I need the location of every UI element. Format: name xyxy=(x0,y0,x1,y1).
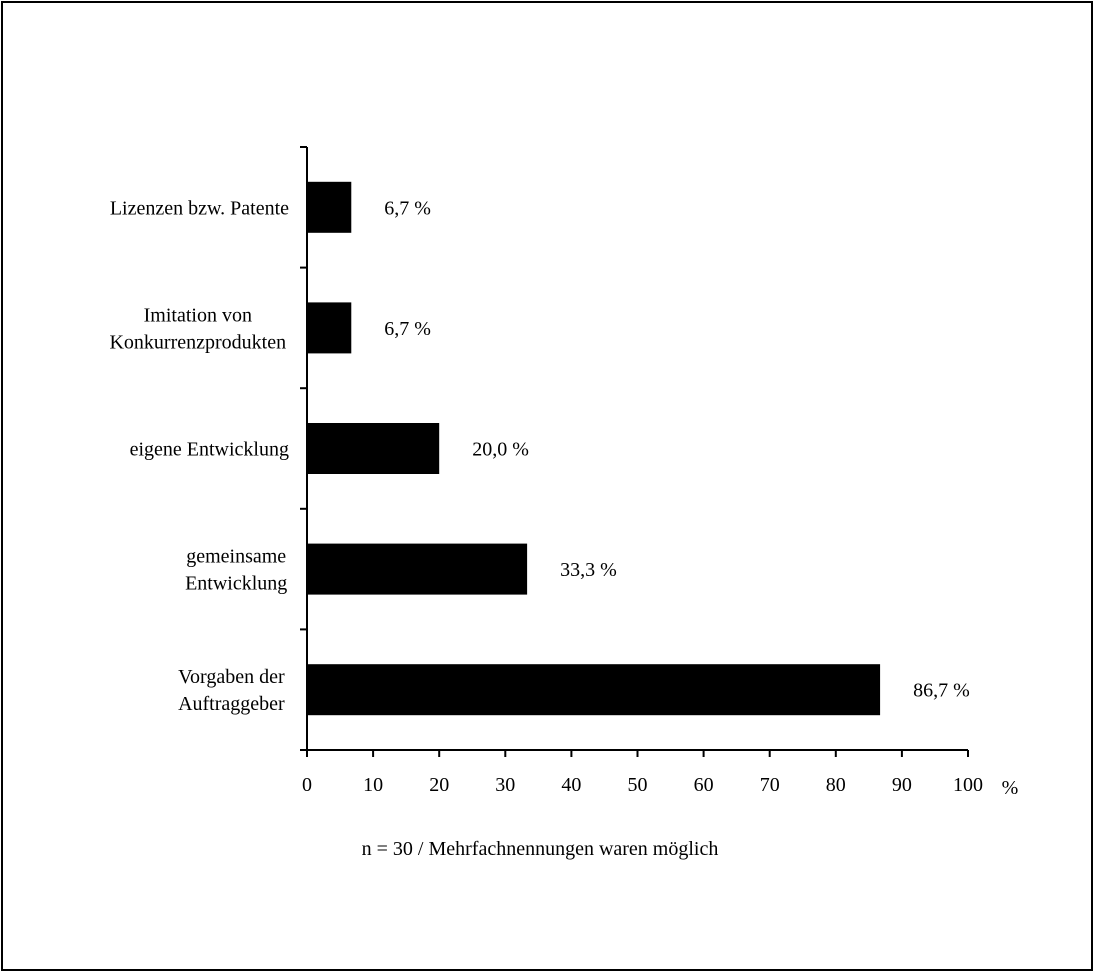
value-label: 86,7 % xyxy=(913,680,970,702)
x-tick-label: 70 xyxy=(760,774,780,796)
x-tick-label: 100 xyxy=(953,774,983,796)
x-tick-label: 40 xyxy=(561,774,581,796)
category-label: Lizenzen bzw. Patente xyxy=(110,197,289,219)
x-tick-label: 50 xyxy=(628,774,648,796)
x-tick-label: 20 xyxy=(429,774,449,796)
bar xyxy=(308,664,881,716)
category-label: eigene Entwicklung xyxy=(130,439,289,461)
x-tick-label: 80 xyxy=(826,774,846,796)
x-tick-label: 30 xyxy=(495,774,515,796)
bar xyxy=(308,181,352,233)
x-tick-label: 10 xyxy=(363,774,383,796)
value-label: 6,7 % xyxy=(384,197,431,219)
x-tick-label: 0 xyxy=(302,774,312,796)
category-label: Vorgaben der Auftraggeber xyxy=(178,666,285,715)
value-label: 20,0 % xyxy=(472,439,529,461)
value-label: 33,3 % xyxy=(560,559,617,581)
x-tick-label: 90 xyxy=(892,774,912,796)
category-label: gemeinsame Entwicklung xyxy=(185,546,287,595)
bar xyxy=(308,543,528,595)
chart-note: n = 30 / Mehrfachnennungen waren möglich xyxy=(362,838,719,860)
bar xyxy=(308,302,352,354)
category-label: Imitation von Konkurrenzprodukten xyxy=(109,304,286,353)
x-unit-label: % xyxy=(1002,777,1019,799)
value-label: 6,7 % xyxy=(384,318,431,340)
bar xyxy=(308,423,440,474)
x-tick-label: 60 xyxy=(694,774,714,796)
